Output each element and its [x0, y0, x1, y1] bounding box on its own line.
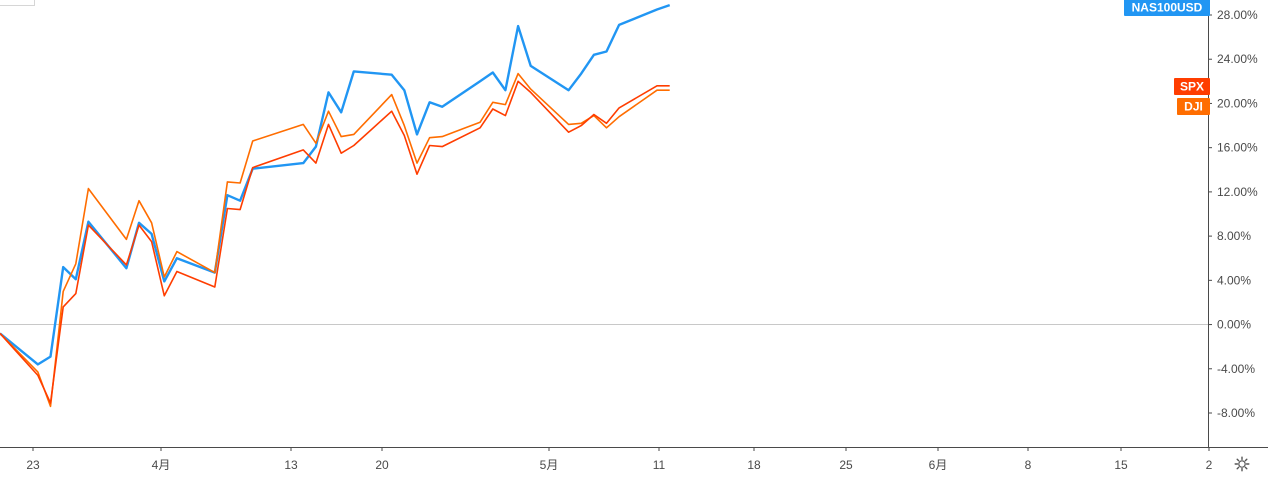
series-tag-label: NAS100USD	[1132, 1, 1203, 15]
ytick-label: 24.00%	[1217, 52, 1258, 66]
ytick-label: 8.00%	[1217, 229, 1251, 243]
xtick-label: 23	[26, 458, 40, 472]
ytick-label: -8.00%	[1217, 406, 1255, 420]
xtick-label: 11	[653, 458, 666, 472]
xtick-label: 13	[284, 458, 298, 472]
xtick-label: 4月	[152, 458, 171, 472]
xtick-label: 8	[1025, 458, 1032, 472]
series-line-dji[interactable]	[0, 72, 670, 408]
series-tag-label: DJI	[1184, 100, 1203, 114]
plot-area	[0, 3, 1208, 408]
series-line-nas100usd[interactable]	[0, 3, 671, 366]
xtick-label: 5月	[540, 458, 559, 472]
xtick-label: 18	[747, 458, 761, 472]
ytick-label: 4.00%	[1217, 273, 1251, 287]
xtick-label: 2	[1206, 458, 1213, 472]
chart-settings-button[interactable]	[1230, 452, 1254, 476]
xtick-label: 6月	[929, 458, 948, 472]
ytick-label: -4.00%	[1217, 362, 1255, 376]
ytick-label: 20.00%	[1217, 96, 1258, 110]
series-tag-dji	[1177, 98, 1210, 115]
ytick-label: 12.00%	[1217, 185, 1258, 199]
xtick-label: 20	[375, 458, 389, 472]
time-axis[interactable]: 23 4月 13 20 5月 11 18 25 6月 8 15 2	[0, 447, 1268, 472]
ytick-label: 16.00%	[1217, 141, 1258, 155]
series-tag-spx	[1174, 78, 1210, 95]
series-tag-label: SPX	[1180, 80, 1204, 94]
series-tags: NAS100USD SPX DJI	[1124, 0, 1210, 115]
series-tag-nas100usd	[1124, 0, 1210, 16]
ytick-label: 28.00%	[1217, 8, 1258, 22]
corner-box	[0, 0, 35, 6]
xtick-label: 15	[1114, 458, 1128, 472]
ytick-label: 0.00%	[1217, 318, 1251, 332]
series-line-spx[interactable]	[0, 80, 670, 404]
gear-icon	[1234, 456, 1250, 472]
price-axis[interactable]: 28.00% 24.00% 20.00% 16.00% 12.00% 8.00% 4.00%…	[1208, 0, 1258, 447]
xtick-label: 25	[839, 458, 853, 472]
